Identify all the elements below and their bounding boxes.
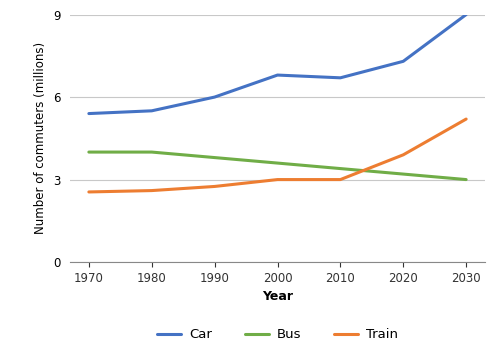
Line: Bus: Bus [89,152,466,179]
Train [400,153,406,157]
Car [400,59,406,63]
Legend: Car, Bus, Train: Car, Bus, Train [152,323,403,347]
Car [148,108,154,113]
Bus [338,166,344,171]
Car [338,76,344,80]
Train [338,177,344,182]
X-axis label: Year: Year [262,290,293,303]
Train [274,177,280,182]
Bus [274,161,280,165]
Line: Car: Car [89,15,466,114]
Train [148,189,154,193]
Train [463,117,469,121]
Line: Train: Train [89,119,466,192]
Bus [86,150,92,154]
Bus [463,177,469,182]
Car [212,95,218,99]
Car [86,111,92,116]
Train [86,190,92,194]
Bus [148,150,154,154]
Bus [400,172,406,176]
Train [212,184,218,189]
Bus [212,155,218,160]
Car [463,12,469,17]
Car [274,73,280,77]
Y-axis label: Number of commuters (millions): Number of commuters (millions) [34,42,47,234]
